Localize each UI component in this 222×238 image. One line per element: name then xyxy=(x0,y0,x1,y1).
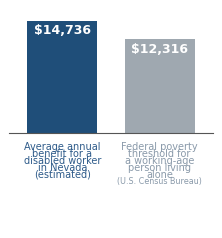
Text: Federal poverty: Federal poverty xyxy=(121,143,198,153)
Text: disabled worker: disabled worker xyxy=(24,156,101,166)
Text: threshold for: threshold for xyxy=(129,149,191,159)
Text: (U.S. Census Bureau): (U.S. Census Bureau) xyxy=(117,177,202,186)
Text: Average annual: Average annual xyxy=(24,143,101,153)
Text: benefit for a: benefit for a xyxy=(32,149,92,159)
Text: $12,316: $12,316 xyxy=(131,43,188,56)
Bar xyxy=(125,39,195,133)
Text: alone: alone xyxy=(146,170,173,180)
Bar xyxy=(27,21,97,133)
Text: in Nevada: in Nevada xyxy=(38,163,87,173)
Text: $14,736: $14,736 xyxy=(34,25,91,37)
Text: a working-age: a working-age xyxy=(125,156,194,166)
Text: person living: person living xyxy=(128,163,191,173)
Text: (estimated): (estimated) xyxy=(34,170,91,180)
